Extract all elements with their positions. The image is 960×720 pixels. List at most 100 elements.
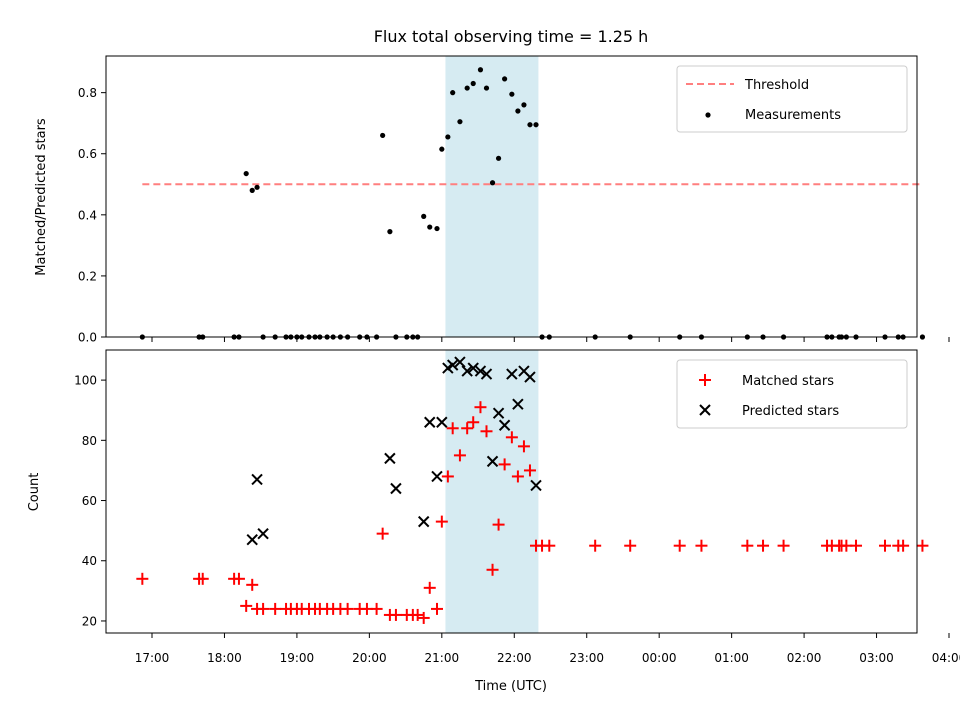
legend-matched-label: Matched stars [742, 374, 834, 389]
x-tick-label: 21:00 [425, 651, 460, 665]
matched-star-point [411, 608, 424, 621]
top-y-tick-label: 0.6 [78, 147, 97, 161]
matched-star-point [269, 602, 282, 615]
bottom-y-ticks: 20 40 60 80 100 [74, 374, 106, 628]
bottom-y-tick-label: 40 [82, 554, 97, 568]
measurement-point [521, 102, 527, 108]
top-axes-frame [105, 55, 918, 338]
measurement-point [427, 224, 433, 230]
predicted-star-point [486, 455, 499, 468]
measurement-point [464, 85, 470, 91]
matched-star-point [517, 440, 530, 453]
x-tick-label: 19:00 [280, 651, 315, 665]
matched-star-point [257, 602, 270, 615]
matched-star-point [878, 539, 891, 552]
matched-star-point [446, 422, 459, 435]
predicted-star-point [251, 473, 263, 486]
predicted-star-point [461, 365, 473, 377]
matched-star-point [196, 572, 209, 585]
top-legend-box [676, 65, 908, 133]
top-y-tick-label: 0.8 [78, 86, 97, 100]
matched-star-point [897, 539, 910, 552]
matched-star-point [757, 539, 770, 552]
matched-star-point [492, 518, 505, 531]
x-tick-label: 18:00 [207, 651, 242, 665]
matched-star-point [511, 470, 524, 483]
measurement-point [477, 67, 484, 73]
matched-star-point [232, 572, 245, 585]
measurement-point [421, 213, 427, 219]
predicted-star-point [498, 419, 511, 431]
top-y-tick-label: 0.4 [78, 208, 97, 222]
x-tick-label: 01:00 [714, 651, 749, 665]
predicted-star-point [506, 368, 518, 380]
matched-star-point [624, 539, 637, 552]
predicted-star-point [524, 371, 536, 383]
legend-matched-swatch [699, 374, 711, 386]
predicted-star-point [431, 470, 443, 483]
matched-star-point [523, 464, 536, 477]
matched-star-point [370, 602, 383, 615]
matched-star-point [441, 470, 454, 483]
bottom-y-tick-label: 80 [82, 434, 97, 448]
matched-star-point [498, 458, 511, 471]
matched-star-point [376, 527, 389, 540]
predicted-star-point [454, 356, 466, 368]
measurement-point [249, 187, 255, 193]
measurement-point [509, 91, 515, 97]
matched-star-point [777, 539, 790, 552]
measurement-point [434, 225, 440, 232]
bottom-highlight-span [445, 350, 539, 633]
matched-star-point [673, 539, 686, 552]
predicted-star-point [246, 533, 258, 546]
x-tick-label: 22:00 [497, 651, 532, 665]
x-tick-label: 00:00 [642, 651, 677, 665]
bottom-axes-frame [105, 349, 918, 634]
matched-star-point [543, 539, 556, 552]
legend-measurements-label: Measurements [745, 108, 841, 123]
matched-star-point [136, 572, 149, 585]
matched-star-point [916, 539, 929, 552]
measurement-point [495, 155, 502, 161]
legend-threshold-label: Threshold [744, 78, 809, 93]
top-x-ticks [151, 337, 950, 342]
matched-star-point [480, 425, 493, 438]
chart-title: Flux total observing time = 1.25 h [374, 27, 649, 46]
measurement-point [457, 119, 463, 125]
x-tick-label: 20:00 [352, 651, 387, 665]
measurement-point [489, 180, 496, 186]
predicted-star-point [467, 362, 479, 374]
predicted-star-point [390, 482, 402, 495]
predicted-star-point [480, 368, 493, 380]
measurement-point [483, 85, 490, 91]
bottom-legend-box [676, 359, 908, 429]
matched-star-point [850, 539, 863, 552]
top-y-ticks: 0.0 0.2 0.4 0.6 0.8 [78, 86, 106, 345]
matched-star-point [417, 611, 430, 624]
x-tick-label: 04:00 [932, 651, 960, 665]
matched-star-point [341, 602, 354, 615]
measurement-point [387, 229, 393, 235]
bottom-panel: 20 40 60 80 100 17:00 18:00 19:00 20:00 21:00 22:… [27, 349, 960, 694]
bottom-x-ticks: 17:00 18:00 19:00 20:00 21:00 22:00 23:00 00:00… [135, 633, 960, 665]
matched-star-point [246, 578, 259, 591]
matched-star-point [741, 539, 754, 552]
x-tick-label: 03:00 [859, 651, 894, 665]
matched-star-point [423, 581, 436, 594]
predicted-star-point [530, 479, 542, 492]
measurement-point [527, 122, 533, 128]
x-tick-label: 17:00 [135, 651, 170, 665]
matched-star-point [430, 602, 443, 615]
predicted-star-point [446, 359, 459, 371]
matched-star-point [389, 608, 402, 621]
measurement-point [919, 334, 926, 340]
bottom-y-tick-label: 20 [82, 614, 97, 628]
matched-star-point [240, 599, 253, 612]
bottom-y-tick-label: 100 [74, 374, 97, 388]
predicted-star-point [512, 398, 524, 410]
measurement-point [445, 134, 451, 140]
legend-measurements-swatch [705, 112, 711, 118]
top-legend: Threshold Measurements [676, 65, 908, 133]
measurement-point [254, 184, 260, 190]
